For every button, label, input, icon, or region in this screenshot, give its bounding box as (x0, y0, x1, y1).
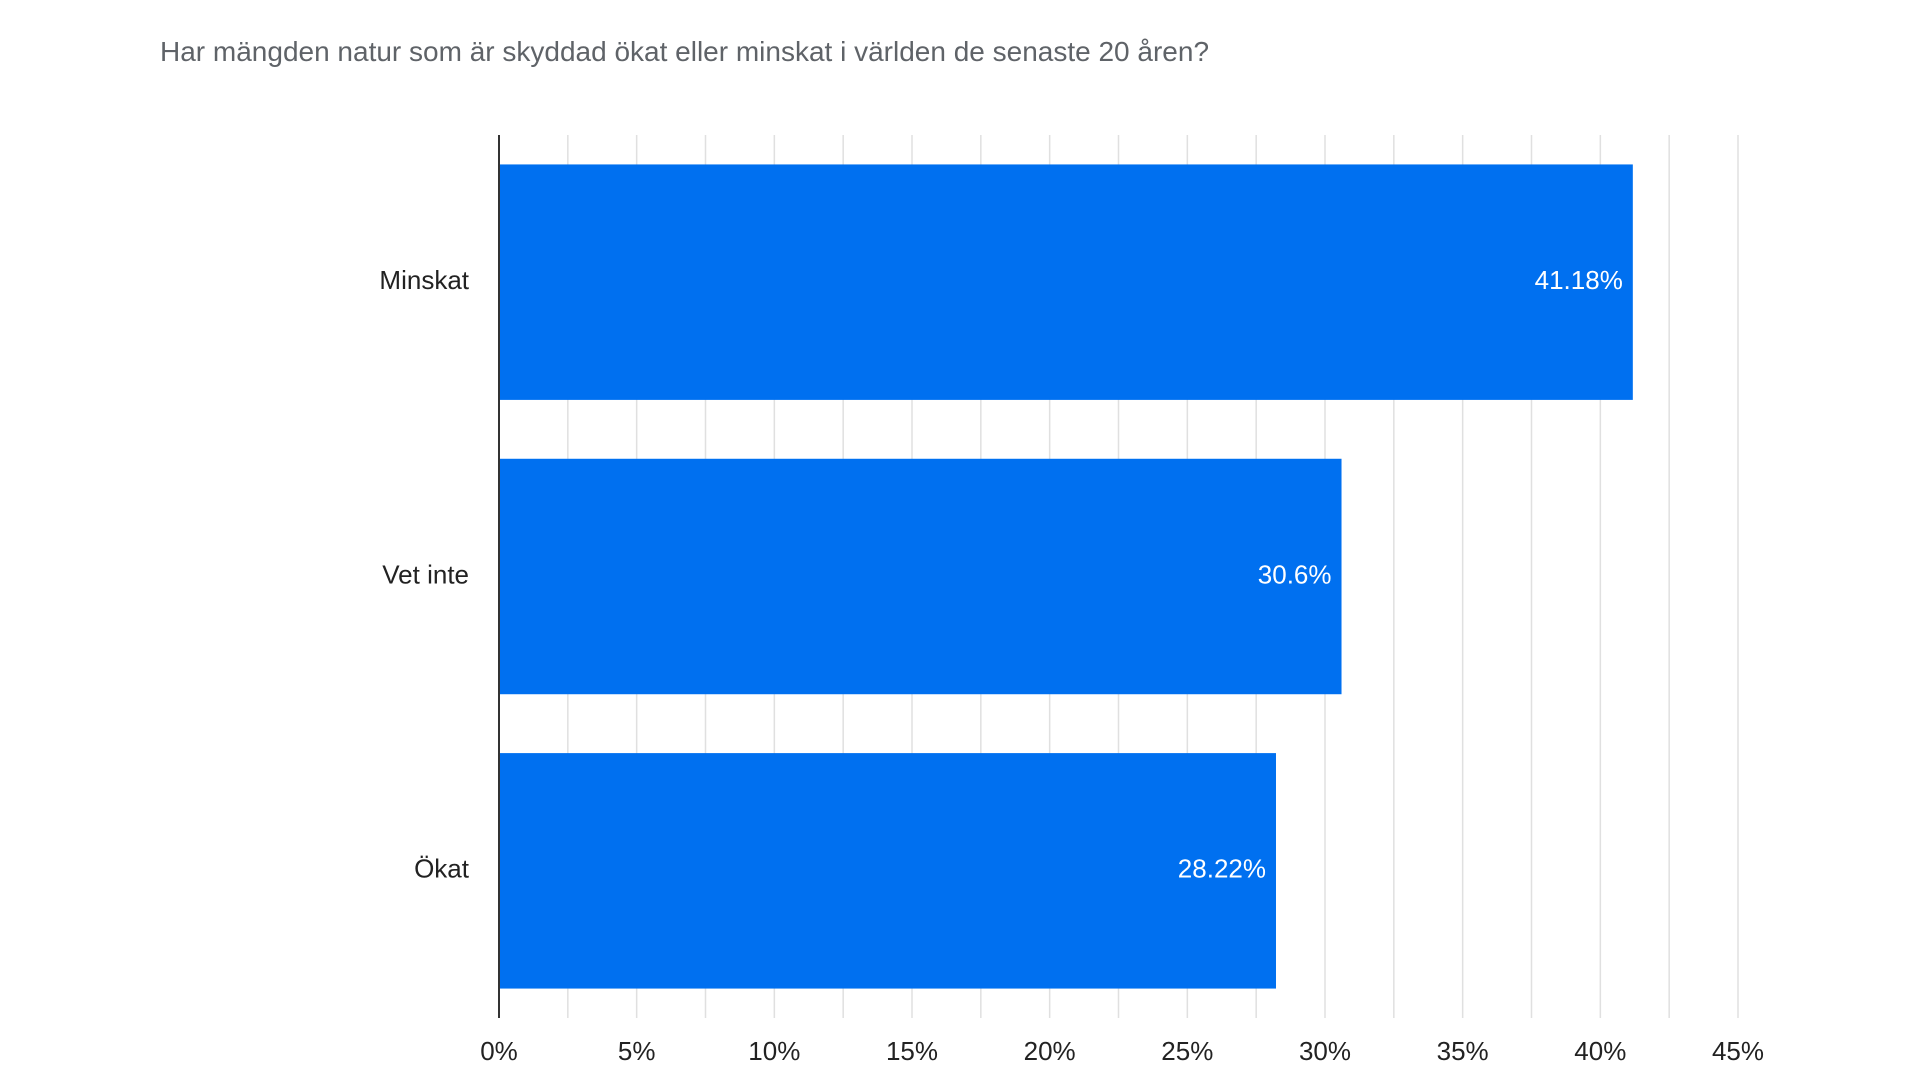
x-tick-label: 30% (1299, 1036, 1351, 1066)
category-label: Vet inte (382, 559, 469, 589)
bar-ökat (499, 753, 1276, 989)
x-tick-label: 45% (1712, 1036, 1764, 1066)
category-label: Minskat (379, 265, 469, 295)
x-tick-label: 35% (1437, 1036, 1489, 1066)
bar-minskat (499, 164, 1633, 400)
x-tick-label: 20% (1024, 1036, 1076, 1066)
labels: Minskat 41.18% Vet inte 30.6% Ökat 28.22% 0% 5%… (379, 265, 1764, 1066)
data-label: 41.18% (1535, 265, 1623, 295)
x-tick-label: 5% (618, 1036, 656, 1066)
x-tick-label: 0% (480, 1036, 518, 1066)
x-tick-label: 15% (886, 1036, 938, 1066)
category-label: Ökat (414, 854, 470, 884)
bars (499, 164, 1633, 989)
x-tick-label: 25% (1161, 1036, 1213, 1066)
data-label: 28.22% (1178, 854, 1266, 884)
chart-title: Har mängden natur som är skyddad ökat el… (160, 36, 1210, 67)
x-tick-label: 10% (748, 1036, 800, 1066)
bar-vet-inte (499, 458, 1342, 695)
data-label: 30.6% (1258, 559, 1332, 589)
x-tick-label: 40% (1574, 1036, 1626, 1066)
